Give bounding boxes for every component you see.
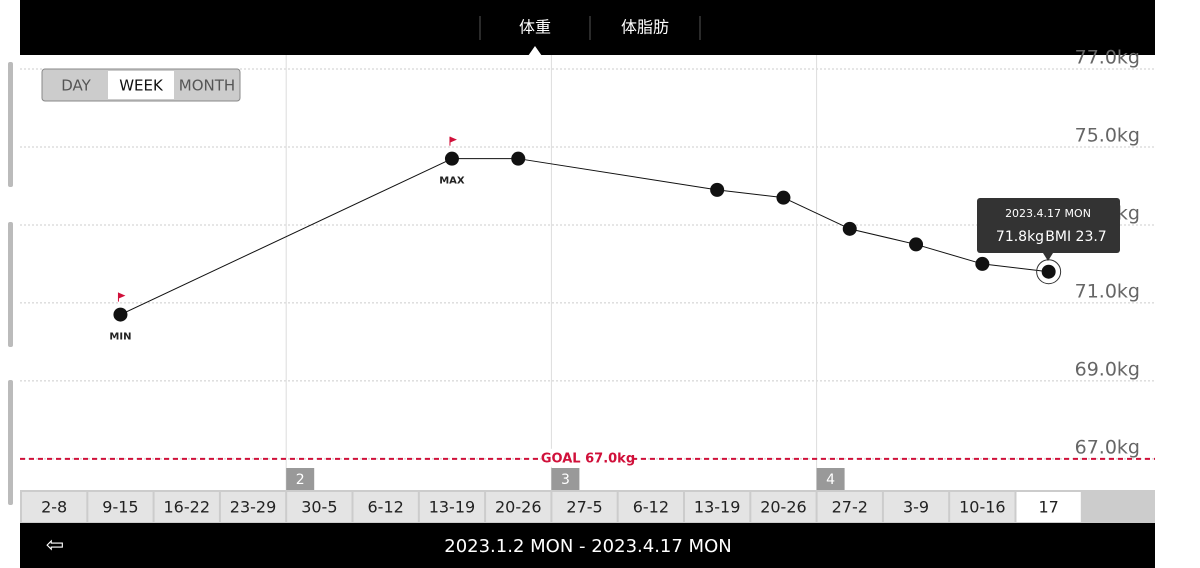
category-cell — [220, 492, 286, 522]
month-label: 4 — [826, 472, 835, 488]
scroll-indicator — [8, 222, 13, 347]
series-segment — [915, 243, 983, 265]
data-point — [842, 221, 857, 236]
y-tick-label: 69.0kg — [1075, 358, 1140, 380]
x-tick-label: 13-19 — [429, 498, 476, 517]
series-segment — [717, 189, 784, 199]
tab[interactable]: 体脂肪 — [621, 18, 669, 37]
x-tick-label: 13-19 — [694, 498, 741, 517]
category-cell — [751, 492, 816, 522]
bottom-bar — [20, 523, 1155, 568]
annotation: MAX — [439, 176, 465, 187]
y-tick-label: 67.0kg — [1075, 436, 1140, 458]
category-cell — [287, 492, 352, 522]
month-marker — [286, 468, 315, 490]
tooltip-pointer — [1043, 253, 1053, 261]
category-cell — [552, 492, 617, 522]
category-cell — [154, 492, 219, 522]
x-tick-label: 17 — [1038, 498, 1058, 517]
category-cell — [88, 492, 153, 522]
series-segment — [982, 263, 1049, 273]
category-cell — [419, 492, 485, 522]
category-cell — [22, 492, 87, 522]
series-segment — [120, 158, 453, 316]
tab-pointer — [528, 46, 542, 56]
month-marker — [551, 468, 580, 490]
data-point — [909, 237, 924, 252]
x-tick-label: 9-15 — [102, 498, 138, 517]
x-tick-label: 23-29 — [230, 498, 277, 517]
month-marker — [816, 468, 845, 490]
category-cell — [1016, 492, 1081, 522]
range-button[interactable]: DAY — [61, 77, 91, 95]
x-tick-label: 3-9 — [903, 498, 929, 517]
annotation: MIN — [109, 332, 131, 343]
goal-label: GOAL 67.0kg — [541, 451, 635, 466]
category-cell — [950, 492, 1015, 522]
tooltip-date: 2023.4.17 MON — [1005, 207, 1091, 220]
data-point — [444, 151, 459, 166]
category-cell — [883, 492, 949, 522]
flag — [449, 136, 457, 143]
data-point — [710, 182, 725, 197]
data-point — [975, 256, 990, 271]
series-segment — [849, 228, 917, 245]
tooltip-bmi: BMI 23.7 — [1045, 229, 1106, 245]
series-segment — [518, 158, 718, 191]
top-bar — [20, 0, 1155, 55]
date-range: 2023.1.2 MON - 2023.4.17 MON — [444, 536, 731, 557]
y-tick-label: 77.0kg — [1075, 47, 1140, 69]
scroll-indicator — [8, 380, 13, 505]
x-tick-label: 6-12 — [367, 498, 403, 517]
data-point — [113, 307, 128, 322]
data-point — [1041, 264, 1056, 279]
category-cell — [618, 492, 683, 522]
month-label: 3 — [561, 472, 570, 488]
category-cell — [353, 492, 418, 522]
range-button[interactable]: MONTH — [179, 77, 235, 95]
x-tick-label: 30-5 — [301, 498, 337, 517]
flag — [118, 292, 126, 299]
x-tick-label: 6-12 — [633, 498, 669, 517]
category-cell — [817, 492, 882, 522]
category-cell — [685, 492, 750, 522]
x-tick-label: 27-2 — [832, 498, 868, 517]
range-button[interactable]: WEEK — [119, 77, 164, 95]
y-tick-label: 71.0kg — [1075, 280, 1140, 302]
x-tick-label: 20-26 — [760, 498, 807, 517]
goal-label-bg — [544, 448, 632, 467]
chart: 67.0kg69.0kg71.0kg73.0kg75.0kg77.0kg234G… — [20, 47, 1155, 523]
x-tick-label: 16-22 — [164, 498, 211, 517]
tab[interactable]: 体重 — [519, 18, 551, 37]
scroll-indicator — [8, 62, 13, 187]
data-point — [511, 151, 526, 166]
x-tick-label: 27-5 — [566, 498, 602, 517]
month-label: 2 — [296, 472, 305, 488]
x-tick-label: 10-16 — [959, 498, 1006, 517]
tooltip-weight: 71.8kg — [996, 229, 1044, 245]
category-cell — [486, 492, 551, 522]
y-tick-label: 75.0kg — [1075, 124, 1140, 146]
x-tick-label: 20-26 — [495, 498, 542, 517]
back-button[interactable]: ⇦ — [46, 533, 64, 558]
data-point — [776, 190, 791, 205]
series-segment — [783, 197, 850, 230]
range-selected — [108, 71, 174, 99]
tooltip — [977, 198, 1120, 253]
x-tick-label: 2-8 — [41, 498, 67, 517]
